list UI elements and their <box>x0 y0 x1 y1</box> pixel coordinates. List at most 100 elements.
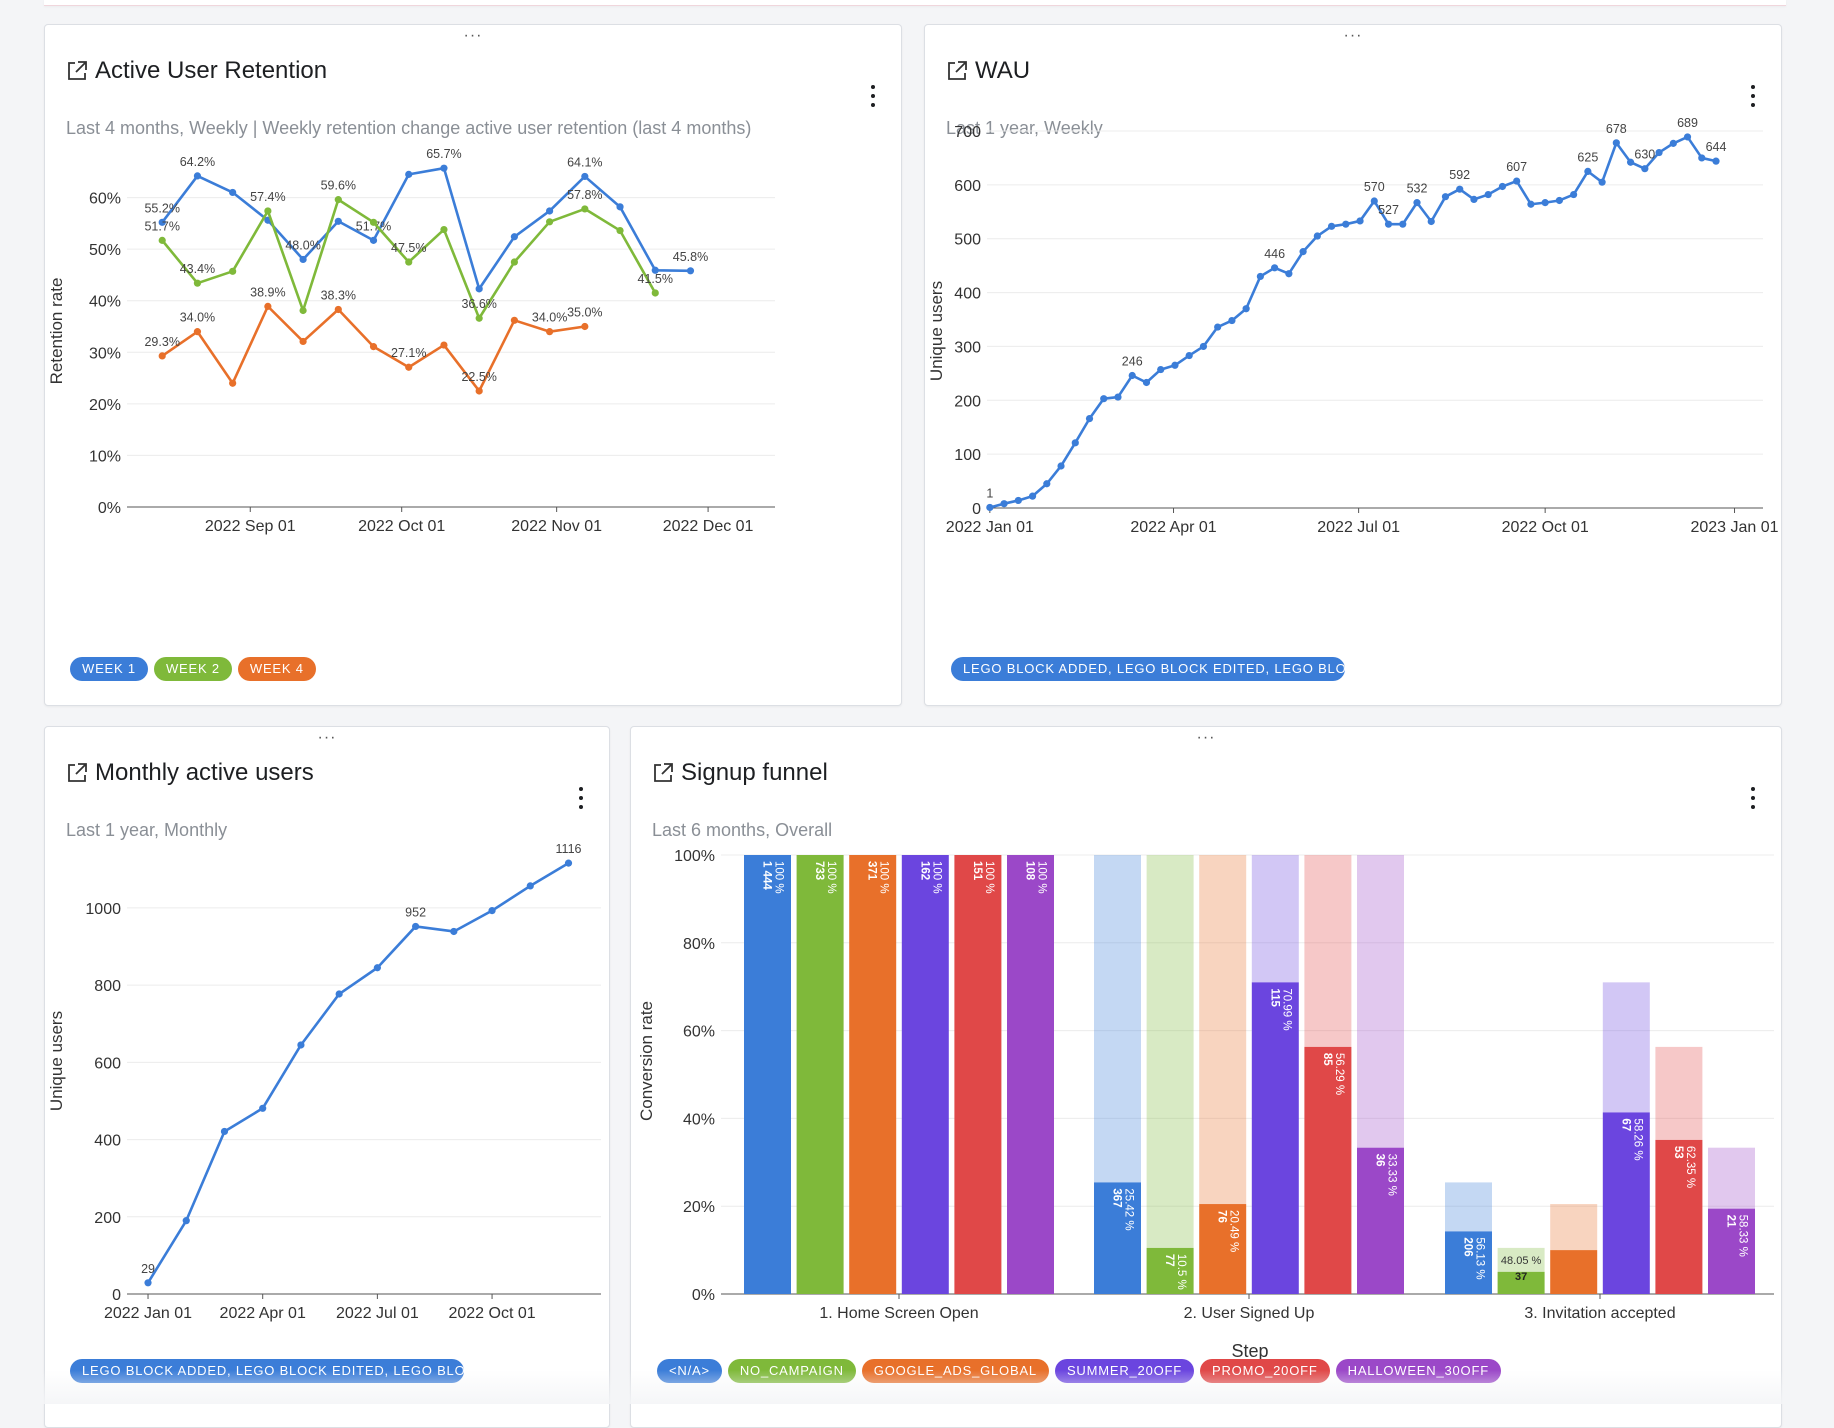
x-tick-label: 2022 Jan 01 <box>104 1305 192 1322</box>
retention-subtitle: Last 4 months, Weekly | Weekly retention… <box>66 118 752 138</box>
bar-pct-label: 33.33 % <box>1386 1154 1398 1196</box>
x-tick-label: 2. User Signed Up <box>1184 1305 1315 1322</box>
data-point <box>1612 139 1620 147</box>
bar <box>1655 1139 1703 1294</box>
y-tick-label: 600 <box>94 1055 121 1072</box>
data-point <box>1456 185 1464 193</box>
x-tick-label: 2022 Sep 01 <box>205 518 296 535</box>
more-options-icon[interactable] <box>867 85 879 107</box>
bar-count-label: 76 <box>1216 1210 1228 1223</box>
more-options-icon[interactable] <box>575 787 587 809</box>
drag-handle[interactable]: ··· <box>1343 27 1363 44</box>
bar-label-group: 36 33.33 % <box>1374 1154 1398 1196</box>
more-options-icon[interactable] <box>1747 85 1759 107</box>
y-tick-label: 0 <box>972 501 981 518</box>
bar-label-group: 115 70.99 % <box>1268 988 1292 1030</box>
data-point <box>440 341 448 349</box>
y-tick-label: 80% <box>683 936 715 953</box>
open-external-icon[interactable] <box>945 59 969 83</box>
data-label: 689 <box>1677 116 1698 130</box>
legend-pill[interactable]: LEGO BLOCK ADDED, LEGO BLOCK EDITED, LEG… <box>70 1359 464 1383</box>
bar-count-label: 162 <box>918 861 930 880</box>
y-tick-label: 200 <box>954 393 981 410</box>
mau-title[interactable]: Monthly active users <box>95 759 314 786</box>
legend-pill[interactable]: NO_CAMPAIGN <box>727 1359 856 1383</box>
data-point <box>158 352 166 360</box>
legend-pill[interactable]: LEGO BLOCK ADDED, LEGO BLOCK EDITED, LEG… <box>951 657 1345 681</box>
y-tick-label: 1000 <box>85 901 121 918</box>
legend-pill[interactable]: HALLOWEEN_30OFF <box>1335 1359 1501 1383</box>
legend-pill[interactable]: WEEK 4 <box>237 657 316 681</box>
data-point <box>297 1041 305 1049</box>
y-tick-label: 10% <box>89 448 121 465</box>
legend-pill[interactable]: <N/A> <box>657 1359 722 1383</box>
funnel-title[interactable]: Signup funnel <box>681 759 828 786</box>
data-point <box>616 226 624 235</box>
y-tick-label: 0 <box>112 1287 121 1304</box>
data-point <box>144 1279 152 1287</box>
data-point <box>158 236 166 244</box>
data-point <box>581 322 589 331</box>
bar-pct-label: 62.35 % <box>1684 1146 1696 1188</box>
bar-dropoff <box>1357 855 1404 1148</box>
data-point <box>334 196 342 204</box>
bar <box>849 855 897 1294</box>
bar-pct-label: 48.05 % <box>1501 1255 1542 1267</box>
data-point <box>440 225 448 234</box>
drag-handle[interactable]: ··· <box>317 729 337 746</box>
legend-pill[interactable]: SUMMER_20OFF <box>1054 1359 1195 1383</box>
card-title: Signup funnel <box>651 759 828 787</box>
bar <box>1708 1208 1755 1294</box>
data-point <box>264 207 272 215</box>
x-tick-label: 2022 Dec 01 <box>663 518 754 535</box>
legend-pill[interactable]: PROMO_20OFF <box>1200 1359 1330 1383</box>
data-point <box>440 164 448 172</box>
bar <box>1445 1231 1492 1294</box>
bar-dropoff <box>1550 1204 1598 1251</box>
open-external-icon[interactable] <box>65 761 89 785</box>
y-tick-label: 100 <box>954 447 981 464</box>
x-tick-label: 1. Home Screen Open <box>819 1305 978 1322</box>
wau-card: ··· WAU Last 1 year, Weekly 0 100 200 300 40… <box>924 24 1782 706</box>
bar <box>1199 1204 1247 1294</box>
data-point <box>1683 133 1692 141</box>
data-point <box>1584 167 1592 175</box>
bar-pct-label: 25.42 % <box>1123 1188 1135 1230</box>
data-point <box>1356 217 1364 225</box>
data-point <box>1698 154 1706 162</box>
data-point <box>616 203 624 211</box>
data-point <box>1128 371 1136 380</box>
bar <box>1304 1046 1352 1294</box>
data-label: 41.5% <box>638 272 673 286</box>
more-options-icon[interactable] <box>1747 787 1759 809</box>
bar <box>901 855 949 1294</box>
data-point <box>220 1127 229 1136</box>
bar <box>1094 1182 1141 1294</box>
data-point <box>450 927 458 936</box>
y-tick-label: 400 <box>954 286 981 303</box>
data-label: 65.7% <box>426 147 461 161</box>
data-point <box>1555 196 1563 205</box>
bar-pct-label: 10.5 % <box>1175 1254 1187 1290</box>
bar-pct-label: 70.99 % <box>1280 988 1292 1030</box>
legend-pill[interactable]: WEEK 1 <box>70 657 148 681</box>
legend-pill[interactable]: GOOGLE_ADS_GLOBAL <box>861 1359 1049 1383</box>
bar-label-group: 367 25.42 % <box>1111 1188 1135 1230</box>
data-label: 38.9% <box>250 285 285 299</box>
y-tick-label: 60% <box>89 191 121 208</box>
open-external-icon[interactable] <box>65 59 89 83</box>
bar-label-group: 206 56.13 % <box>1462 1237 1486 1279</box>
card-title: Monthly active users <box>65 759 314 787</box>
bar-dropoff <box>1199 855 1247 1205</box>
data-point <box>1071 439 1079 447</box>
drag-handle[interactable]: ··· <box>1196 729 1216 746</box>
open-external-icon[interactable] <box>651 761 675 785</box>
wau-title[interactable]: WAU <box>975 57 1031 84</box>
legend-pill[interactable]: WEEK 2 <box>153 657 232 681</box>
x-tick-label: 2023 Jan 01 <box>1690 519 1778 536</box>
data-point <box>182 1217 190 1225</box>
data-label: 630 <box>1634 148 1655 162</box>
retention-title[interactable]: Active User Retention <box>95 57 328 84</box>
drag-handle[interactable]: ··· <box>463 27 483 44</box>
funnel-chart: 0% 20% 40% 60% 80% 100% Conversion rate Step 1. … <box>637 848 1774 1361</box>
